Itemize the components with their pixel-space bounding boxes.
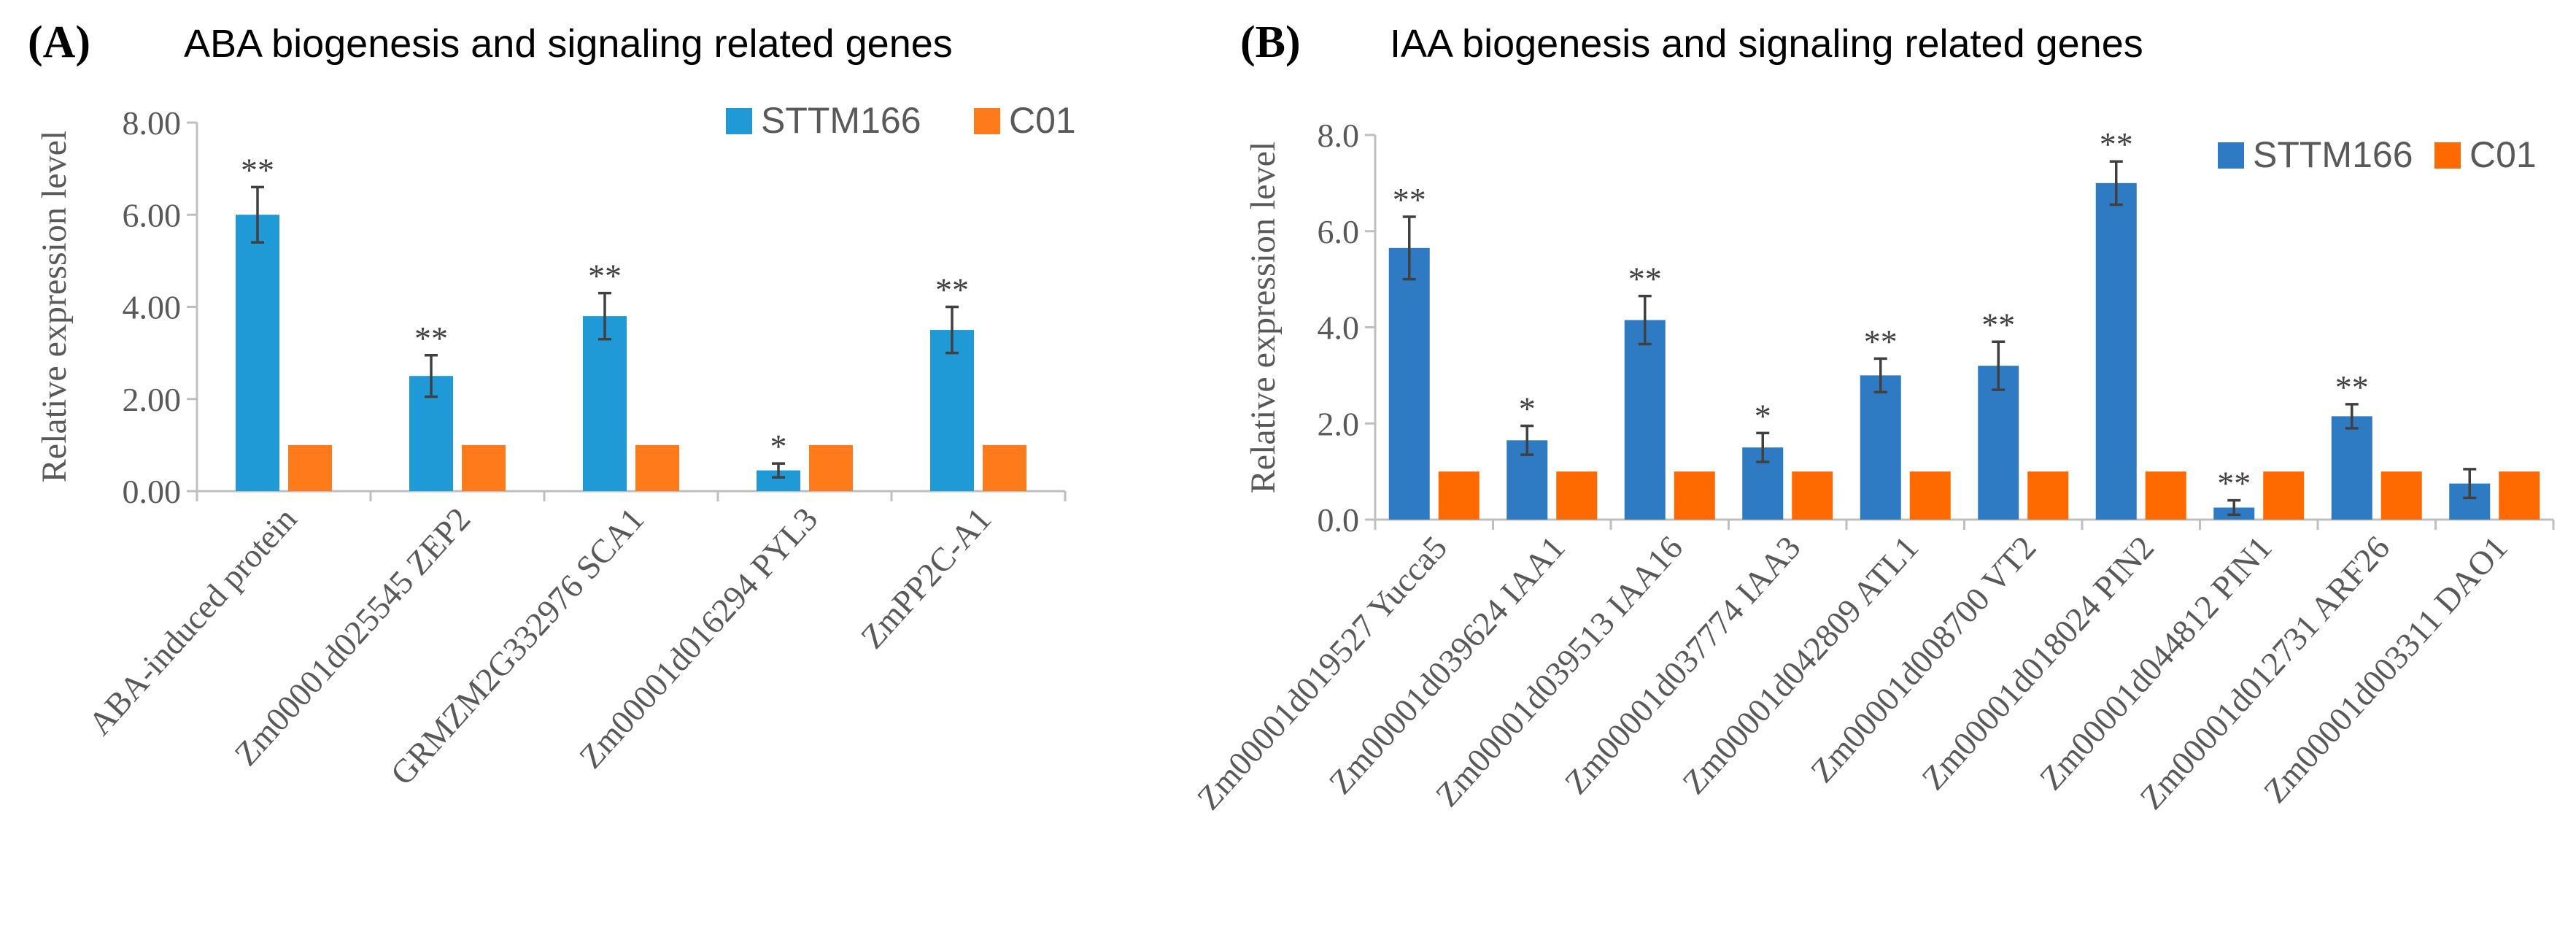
panel-a-legend-swatch-c01 — [974, 108, 1000, 134]
panel-b-category-label: Zm00001d039513 IAA16 — [1428, 529, 1690, 814]
panel-b-y-tick-label: 2.0 — [1318, 405, 1360, 442]
panel-b-significance-label: ** — [2217, 465, 2251, 502]
panel-a-bar-sttm166 — [583, 316, 627, 491]
panel-b-bar-sttm166 — [2331, 416, 2372, 520]
panel-b-significance-label: * — [1519, 390, 1536, 428]
panel-b-significance-label: ** — [2100, 126, 2133, 163]
panel-b-bar-c01 — [2380, 471, 2422, 520]
panel-b-bar-sttm166 — [1978, 366, 2019, 520]
panel-a-significance-label: * — [770, 428, 787, 465]
panel-a-y-tick-label: 6.00 — [123, 196, 182, 234]
panel-b-bar-c01 — [1792, 471, 1833, 520]
panel-b-bar-sttm166 — [1388, 247, 1430, 520]
panel-b-y-tick-label: 4.0 — [1318, 309, 1360, 347]
panel-a-bar-c01 — [462, 444, 506, 491]
panel-b-bar-c01 — [2027, 471, 2069, 520]
panel-b-y-tick-label: 0.0 — [1318, 501, 1360, 539]
panel-b-bar-c01 — [1556, 471, 1598, 520]
panel-b-bar-c01 — [1909, 471, 1951, 520]
panel-b-significance-label: * — [1755, 397, 1771, 434]
panel-b-legend-label-c01: C01 — [2469, 134, 2537, 175]
panel-b-significance-label: ** — [1393, 181, 1426, 218]
panel-b-significance-label: ** — [1981, 306, 2015, 343]
panel-b-significance-label: ** — [1628, 261, 1662, 298]
panel-b-legend-swatch-c01 — [2434, 142, 2461, 169]
panel-a-plot: 0.002.004.006.008.00**ABA-induced protei… — [81, 100, 1076, 792]
panel-a-bar-sttm166 — [236, 215, 279, 491]
panel-b-category-label: Zm00001d037774 IAA3 — [1558, 529, 1808, 801]
panel-a-bar-c01 — [809, 444, 853, 491]
panel-b-significance-label: ** — [2335, 369, 2369, 406]
panel-b-bar-c01 — [1438, 471, 1480, 520]
panel-b-bar-c01 — [2499, 471, 2540, 520]
panel-b-bar-sttm166 — [1624, 320, 1666, 520]
panel-b-category-label: Zm00001d044812 PIN1 — [2032, 529, 2279, 797]
panel-a-bar-sttm166 — [930, 330, 974, 491]
panel-b-y-tick-label: 8.0 — [1318, 117, 1360, 154]
panel-a-ylabel: Relative expression level — [35, 131, 74, 483]
panel-a-legend-label-sttm166: STTM166 — [761, 100, 921, 141]
panel-b-significance-label: ** — [1864, 323, 1898, 360]
panel-a-title: ABA biogenesis and signaling related gen… — [184, 22, 953, 66]
panel-a-category-label: ZmPP2C-A1 — [854, 501, 999, 656]
panel-a-bar-c01 — [288, 444, 332, 491]
panel-b-bar-sttm166 — [2095, 182, 2137, 520]
panel-b-plot: 0.02.04.06.08.0**Zm00001d019527 Yucca5*Z… — [1190, 117, 2555, 817]
panel-b-legend-label-sttm166: STTM166 — [2253, 134, 2413, 175]
panel-a-significance-label: ** — [588, 258, 622, 295]
panel-b-title: IAA biogenesis and signaling related gen… — [1390, 22, 2143, 66]
panel-b-bar-c01 — [1674, 471, 1715, 520]
panel-b-category-label: Zm00001d039624 IAA1 — [1322, 529, 1572, 801]
panel-b-category-label: Zm00001d042809 ATL1 — [1675, 529, 1925, 801]
panel-a-legend-swatch-sttm166 — [726, 108, 752, 134]
panel-b-category-label: Zm00001d008700 VT2 — [1803, 529, 2043, 790]
panel-b-category-label: Zm00001d003311 DAO1 — [2256, 529, 2515, 810]
panel-b-legend-swatch-sttm166 — [2218, 142, 2244, 169]
panel-a-significance-label: ** — [935, 271, 969, 309]
panel-a-y-tick-label: 4.00 — [123, 289, 182, 326]
panel-a-legend-label-c01: C01 — [1009, 100, 1076, 141]
panel-b-y-tick-label: 6.0 — [1318, 213, 1360, 250]
panel-a-y-tick-label: 2.00 — [123, 381, 182, 418]
panel-b-ylabel: Relative expression level — [1244, 142, 1283, 494]
panel-b-bar-c01 — [2263, 471, 2305, 520]
panel-a-significance-label: ** — [414, 320, 448, 357]
panel-b-label: (B) — [1240, 18, 1301, 67]
panel-a-y-tick-label: 0.00 — [123, 473, 182, 510]
panel-a-y-tick-label: 8.00 — [123, 104, 182, 142]
panel-b-bar-sttm166 — [1860, 375, 1901, 520]
panel-a-bar-c01 — [983, 444, 1026, 491]
panel-b-category-label: Zm00001d018024 PIN2 — [1914, 529, 2161, 797]
panel-b-bar-c01 — [2145, 471, 2186, 520]
panel-a-significance-label: ** — [241, 151, 274, 188]
panel-a-bar-c01 — [635, 444, 679, 491]
panel-a-label: (A) — [28, 18, 90, 67]
